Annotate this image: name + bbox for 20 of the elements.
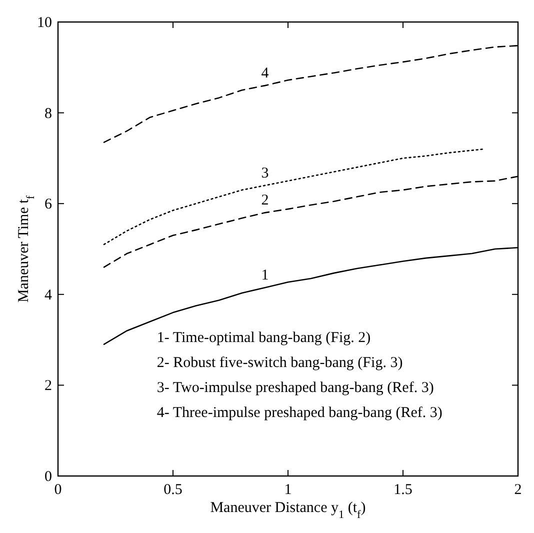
y-tick-label: 2 (44, 378, 52, 394)
annotation: 2- Robust five-switch bang-bang (Fig. 3) (156, 355, 403, 372)
y-tick-label: 8 (44, 106, 52, 122)
annotation: 1- Time-optimal bang-bang (Fig. 2) (156, 330, 371, 346)
x-tick-label: 1.5 (394, 482, 412, 498)
y-tick-label: 4 (44, 287, 52, 304)
x-tick-label: 0.5 (164, 482, 182, 498)
y-tick-label: 10 (37, 15, 52, 31)
x-tick-label: 1 (284, 482, 292, 498)
annotation: 3- Two-impulse preshaped bang-bang (Ref. 3) (156, 380, 434, 396)
series-label: 2 (261, 192, 269, 209)
series-label: 1 (261, 268, 269, 284)
x-axis-title: Maneuver Distance y$_{1}$ (t$_{f}$) (210, 500, 366, 521)
series-label: 4 (261, 66, 270, 82)
x-tick-label: 2 (514, 482, 522, 498)
y-tick-label: 6 (44, 196, 52, 213)
series-label: 3 (261, 165, 269, 182)
annotation: 4- Three-impulse preshaped bang-bang (Ref. 3) (156, 405, 442, 422)
y-tick-label: 0 (44, 469, 52, 485)
line-series (103, 148, 484, 246)
